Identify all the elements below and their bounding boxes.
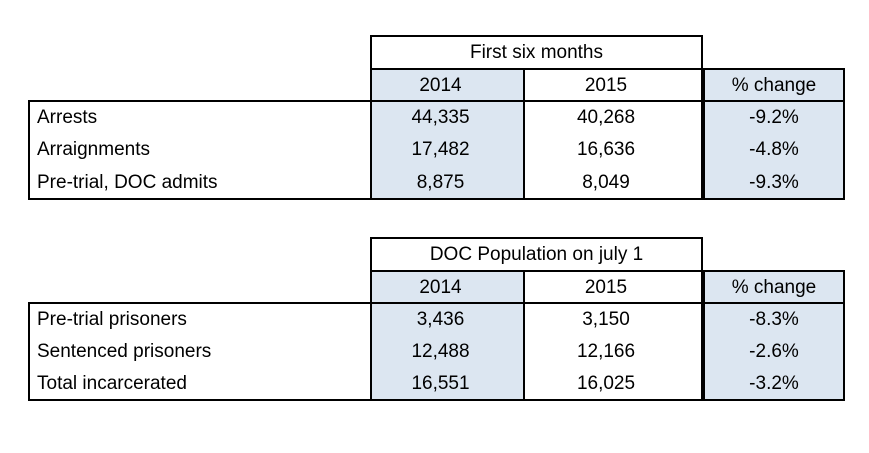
value-pct-change: -3.2% [703,368,845,401]
value-2014: 3,436 [370,302,523,335]
value-2015: 3,150 [523,302,703,335]
col-header-2014: 2014 [370,68,523,100]
row-label: Arrests [28,100,370,133]
value-2015: 12,166 [523,335,703,368]
doc-population-table: DOC Population on july 1 2014 2015 % cha… [28,237,845,401]
row-label: Total incarcerated [28,368,370,401]
value-2015: 8,049 [523,166,703,200]
col-header-2015: 2015 [523,68,703,100]
value-2015: 16,636 [523,133,703,166]
value-2014: 12,488 [370,335,523,368]
row-label: Pre-trial, DOC admits [28,166,370,200]
col-header-pct-change: % change [703,270,845,302]
value-pct-change: -4.8% [703,133,845,166]
value-pct-change: -9.3% [703,166,845,200]
value-pct-change: -8.3% [703,302,845,335]
value-pct-change: -2.6% [703,335,845,368]
col-header-2014: 2014 [370,270,523,302]
row-label: Sentenced prisoners [28,335,370,368]
table-group-header: First six months [370,35,703,68]
row-label: Arraignments [28,133,370,166]
col-header-2015: 2015 [523,270,703,302]
row-label: Pre-trial prisoners [28,302,370,335]
value-2014: 17,482 [370,133,523,166]
value-2014: 8,875 [370,166,523,200]
value-2014: 16,551 [370,368,523,401]
value-pct-change: -9.2% [703,100,845,133]
value-2015: 40,268 [523,100,703,133]
col-header-pct-change: % change [703,68,845,100]
table-group-header: DOC Population on july 1 [370,237,703,270]
value-2014: 44,335 [370,100,523,133]
value-2015: 16,025 [523,368,703,401]
first-six-months-table: First six months 2014 2015 % change Arre… [28,35,845,200]
